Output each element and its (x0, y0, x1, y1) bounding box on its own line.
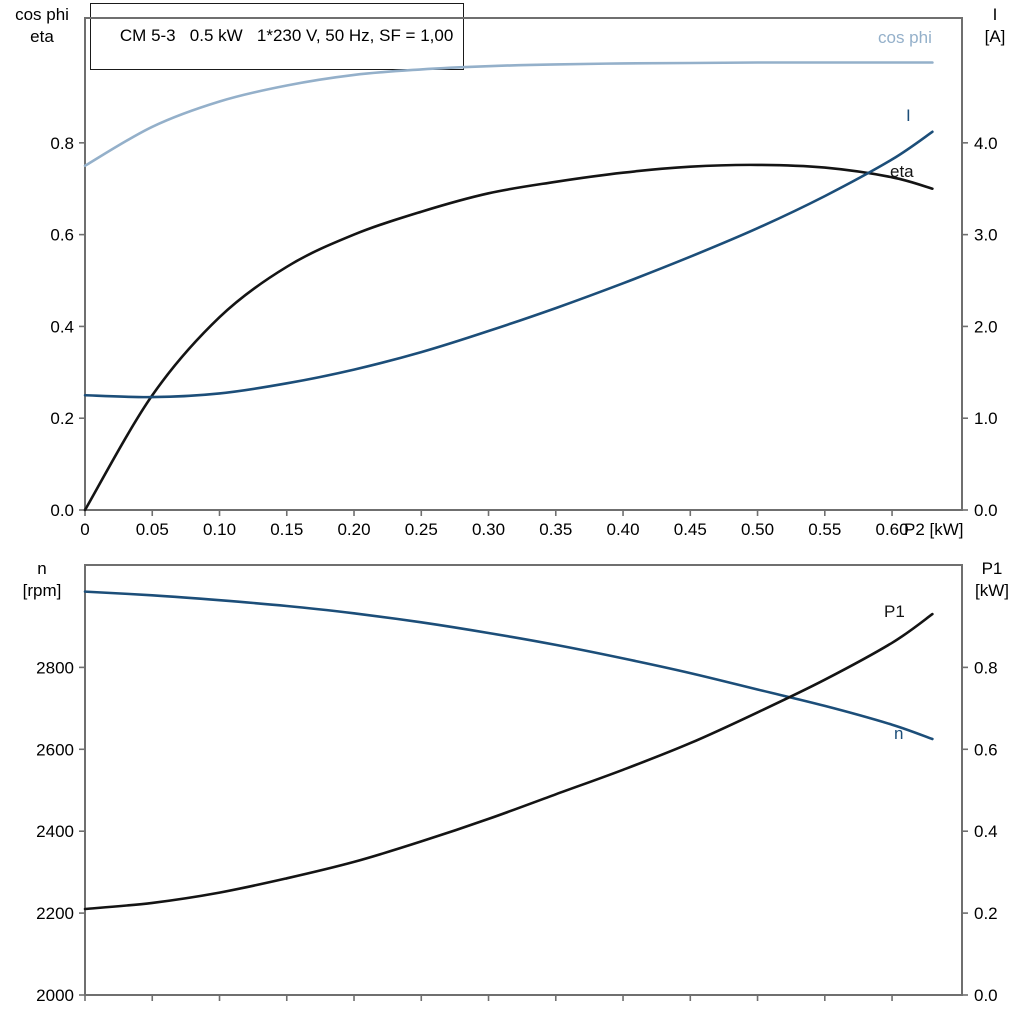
left-tick-label: 2400 (36, 822, 74, 841)
x-axis-label: P2 [kW] (904, 520, 964, 539)
x-tick-label: 0.35 (539, 520, 572, 539)
x-tick-label: 0.15 (270, 520, 303, 539)
chart-title-box: CM 5-3 0.5 kW 1*230 V, 50 Hz, SF = 1,00 (90, 3, 465, 70)
left-tick-label: 0.0 (50, 501, 74, 520)
axis-title-line: eta (30, 27, 54, 46)
curve-label-eta: eta (890, 162, 914, 181)
curve-n (83, 590, 934, 741)
right-tick-label: 1.0 (974, 409, 998, 428)
right-tick-label: 4.0 (974, 134, 998, 153)
x-tick-label: 0.55 (808, 520, 841, 539)
top-chart-left-axis-title: cos phi eta (6, 4, 78, 48)
axis-title-line: P1 (981, 559, 1003, 578)
curves (83, 61, 934, 512)
motor-performance-chart: 0 0.05 0.10 0.15 0.20 0.25 0.30 0.35 0.40 0.45 0.5… (50, 17, 998, 539)
curve-label-current: I (906, 106, 911, 125)
x-tick-label: 0.20 (337, 520, 370, 539)
curve-cos-phi (83, 61, 934, 168)
axis-title-line: I (992, 5, 998, 24)
x-tick-label: 0.50 (741, 520, 774, 539)
axis-title-line: [kW] (975, 581, 1009, 600)
x-tick-label: 0.25 (405, 520, 438, 539)
right-tick-label: 3.0 (974, 226, 998, 245)
axis-title-line: [rpm] (22, 581, 62, 600)
curve-label-cos-phi: cos phi (878, 28, 932, 47)
left-tick-label: 0.2 (50, 409, 74, 428)
left-tick-label: 2200 (36, 904, 74, 923)
top-chart-right-axis-title: I [A] (972, 4, 1018, 48)
curve-i (83, 130, 934, 399)
right-tick-label: 0.2 (974, 904, 998, 923)
left-tick-label: 0.4 (50, 317, 74, 336)
axis-tick-labels: 0 0.05 0.10 0.15 0.20 0.25 0.30 0.35 0.40 0.45 0.5… (50, 134, 997, 539)
curve-eta (83, 163, 934, 512)
bottom-chart-left-axis-title: n [rpm] (6, 558, 78, 602)
right-tick-label: 0.0 (974, 986, 998, 1005)
axis-ticks (79, 142, 968, 516)
chart-title: CM 5-3 0.5 kW 1*230 V, 50 Hz, SF = 1,00 (119, 26, 454, 45)
curve-label-speed: n (894, 724, 904, 743)
axis-title-line: cos phi (15, 5, 69, 24)
axis-tick-labels: 2000 2200 2400 2600 2800 0.0 0.2 0.4 0.6 0.8 (36, 658, 997, 1005)
curves (83, 590, 934, 911)
right-tick-label: 0.4 (974, 822, 998, 841)
left-tick-label: 2000 (36, 986, 74, 1005)
curve-p1 (83, 612, 934, 911)
left-tick-label: 2800 (36, 658, 74, 677)
bottom-chart-right-axis-title: P1 [kW] (964, 558, 1020, 602)
speed-input-power-chart: 2000 2200 2400 2600 2800 0.0 0.2 0.4 0.6 0.8 (36, 564, 998, 1005)
left-tick-label: 2600 (36, 740, 74, 759)
x-tick-label: 0.10 (203, 520, 236, 539)
right-tick-label: 0.8 (974, 658, 998, 677)
x-tick-label: 0.60 (876, 520, 909, 539)
axis-title-line: n (37, 559, 47, 578)
x-tick-label: 0.30 (472, 520, 505, 539)
right-tick-label: 2.0 (974, 317, 998, 336)
plot-frame (84, 17, 963, 511)
axis-title-line: [A] (984, 27, 1006, 46)
x-tick-label: 0 (80, 520, 89, 539)
x-tick-label: 0.40 (606, 520, 639, 539)
x-tick-label: 0.45 (674, 520, 707, 539)
axis-ticks (79, 666, 968, 1001)
left-tick-label: 0.6 (50, 226, 74, 245)
curve-label-p1: P1 (884, 602, 905, 621)
x-tick-label: 0.05 (136, 520, 169, 539)
right-tick-label: 0.6 (974, 740, 998, 759)
right-tick-label: 0.0 (974, 501, 998, 520)
left-tick-label: 0.8 (50, 134, 74, 153)
plot-frame (84, 564, 963, 996)
